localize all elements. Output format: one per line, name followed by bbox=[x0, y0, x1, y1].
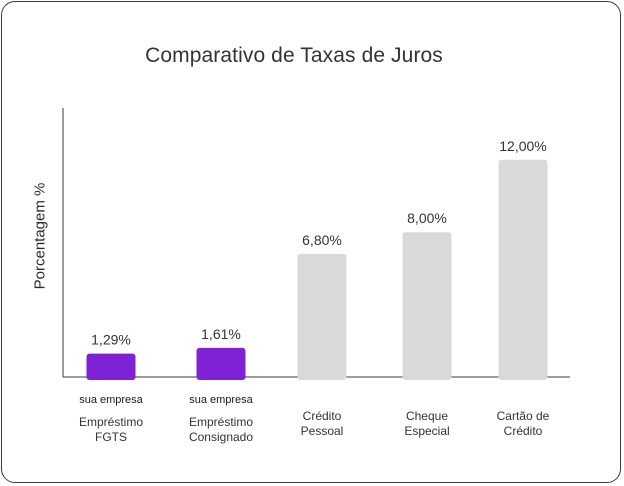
bar bbox=[86, 353, 136, 380]
bar bbox=[498, 159, 548, 380]
x-tick-label: Cartão de bbox=[497, 409, 550, 423]
tag-label: sua empresa bbox=[79, 394, 143, 406]
bar-value-label: 8,00% bbox=[407, 210, 447, 226]
bar bbox=[196, 347, 246, 380]
x-tick-label: Consignado bbox=[189, 430, 253, 444]
tag-label: sua empresa bbox=[189, 394, 253, 406]
x-tick-label: Especial bbox=[404, 424, 449, 438]
x-tick-label: Empréstimo bbox=[79, 415, 143, 429]
bar bbox=[402, 232, 452, 380]
x-tick-label: Empréstimo bbox=[189, 415, 253, 429]
bar-value-label: 6,80% bbox=[302, 232, 342, 248]
bar bbox=[297, 253, 347, 380]
x-tick-label: Crédito bbox=[303, 409, 342, 423]
x-tick-label: Crédito bbox=[504, 424, 543, 438]
bar-value-label: 12,00% bbox=[499, 138, 546, 154]
x-tick-label: FGTS bbox=[95, 430, 127, 444]
x-tick-label: Cheque bbox=[406, 409, 448, 423]
bar-value-label: 1,61% bbox=[201, 326, 241, 342]
x-tick-label: Pessoal bbox=[301, 424, 344, 438]
bar-value-label: 1,29% bbox=[91, 332, 131, 348]
chart-title: Comparativo de Taxas de Juros bbox=[145, 44, 443, 67]
